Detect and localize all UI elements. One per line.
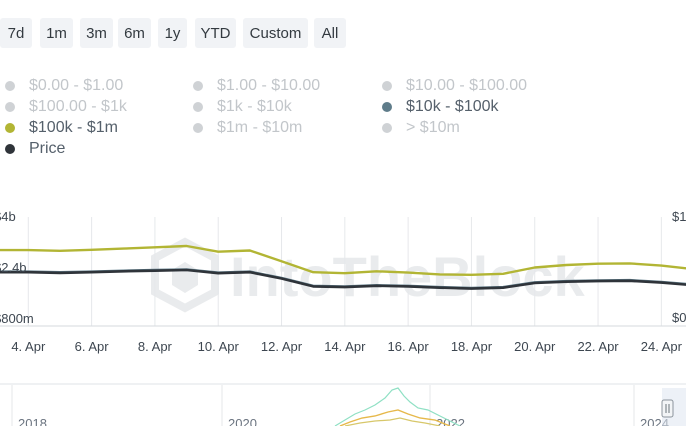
legend-item-9[interactable]: Price — [5, 139, 65, 159]
legend-dot-icon — [5, 102, 15, 112]
series-line-price — [0, 268, 686, 290]
legend-label: $100k - $1m — [29, 119, 118, 136]
right-axis-tick-label: $0 — [672, 310, 686, 325]
x-axis-tick-label: 6. Apr — [75, 339, 110, 354]
legend-label: $1.00 - $10.00 — [217, 77, 321, 94]
legend-dot-icon — [5, 144, 15, 154]
series-line-100k_1m — [0, 244, 686, 276]
navigator-series-line — [344, 417, 441, 426]
x-axis-tick-label: 22. Apr — [577, 339, 619, 354]
legend-dot-icon — [382, 102, 392, 112]
legend-dot-icon — [193, 81, 203, 91]
legend-item-7[interactable]: $1m - $10m — [193, 118, 302, 138]
range-button-all[interactable]: All — [314, 18, 346, 48]
navigator-series-line — [334, 387, 461, 426]
legend-label: $100.00 - $1k — [29, 98, 127, 115]
range-button-6m[interactable]: 6m — [118, 18, 151, 48]
legend: $0.00 - $1.00 $1.00 - $10.00 $10.00 - $100… — [0, 74, 686, 164]
x-axis-tick-label: 8. Apr — [138, 339, 173, 354]
legend-item-1[interactable]: $1.00 - $10.00 — [193, 76, 320, 96]
range-button-3m[interactable]: 3m — [80, 18, 113, 48]
legend-item-4[interactable]: $1k - $10k — [193, 97, 292, 117]
range-button-custom[interactable]: Custom — [243, 18, 308, 48]
x-axis-tick-label: 12. Apr — [261, 339, 303, 354]
x-axis-tick-label: 10. Apr — [198, 339, 240, 354]
range-button-ytd[interactable]: YTD — [195, 18, 236, 48]
legend-dot-icon — [382, 123, 392, 133]
legend-dot-icon — [5, 123, 15, 133]
navigator-tick-label: 2020 — [228, 416, 257, 426]
range-button-7d[interactable]: 7d — [0, 18, 32, 48]
legend-dot-icon — [5, 81, 15, 91]
legend-item-3[interactable]: $100.00 - $1k — [5, 97, 127, 117]
x-axis-tick-label: 18. Apr — [451, 339, 493, 354]
x-axis-tick-label: 16. Apr — [388, 339, 430, 354]
legend-label: $1k - $10k — [217, 98, 292, 115]
legend-item-0[interactable]: $0.00 - $1.00 — [5, 76, 123, 96]
range-button-1y[interactable]: 1y — [158, 18, 187, 48]
navigator-handle-icon[interactable] — [661, 399, 674, 418]
left-axis-tick-label: $800m — [0, 311, 34, 326]
legend-label: $1m - $10m — [217, 119, 303, 136]
x-axis-tick-label: 24. Apr — [641, 339, 683, 354]
left-axis-tick-label: $4b — [0, 209, 16, 224]
navigator-series-line — [339, 409, 451, 426]
legend-item-5[interactable]: $10k - $100k — [382, 97, 499, 117]
legend-label: $10.00 - $100.00 — [406, 77, 527, 94]
watermark-logo-icon — [151, 237, 219, 313]
x-axis-tick-label: 4. Apr — [11, 339, 46, 354]
legend-item-6[interactable]: $100k - $1m — [5, 118, 118, 138]
navigator-tick-label: 2018 — [18, 416, 47, 426]
navigator-area — [0, 385, 686, 426]
range-button-1m[interactable]: 1m — [40, 18, 73, 48]
legend-label: $10k - $100k — [406, 98, 499, 115]
legend-dot-icon — [193, 102, 203, 112]
series-lines — [0, 244, 686, 290]
y-axis: $4b $2.4b $800m $1 $0 — [0, 209, 686, 326]
legend-label: Price — [29, 140, 66, 157]
x-axis-tick-label: 20. Apr — [514, 339, 556, 354]
right-axis-tick-label: $1 — [672, 209, 686, 224]
legend-label: $0.00 - $1.00 — [29, 77, 124, 94]
navigator-tick-label: 2024 — [640, 416, 669, 426]
legend-label: > $10m — [406, 119, 460, 136]
grid-lines — [0, 217, 686, 327]
left-axis-tick-label: $2.4b — [0, 260, 27, 275]
legend-dot-icon — [382, 81, 392, 91]
legend-item-2[interactable]: $10.00 - $100.00 — [382, 76, 527, 96]
x-axis-tick-label: 14. Apr — [324, 339, 366, 354]
legend-dot-icon — [193, 123, 203, 133]
navigator[interactable]: 2018 2020 2022 2024 — [0, 383, 686, 426]
legend-item-8[interactable]: > $10m — [382, 118, 460, 138]
